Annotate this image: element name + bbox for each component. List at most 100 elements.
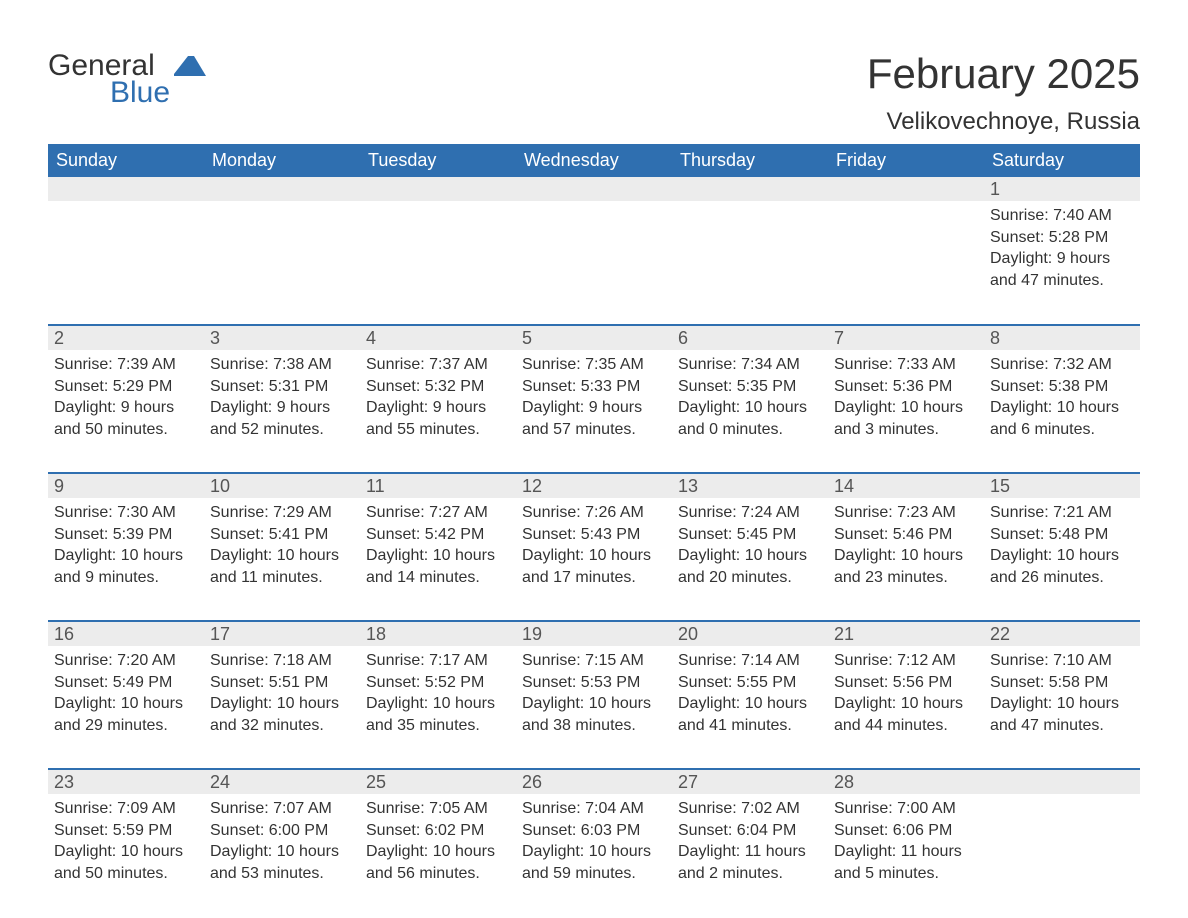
sunset-line: Sunset: 6:04 PM	[678, 820, 822, 842]
calendar-cell: 20Sunrise: 7:14 AMSunset: 5:55 PMDayligh…	[672, 621, 828, 769]
day-details: Sunrise: 7:29 AMSunset: 5:41 PMDaylight:…	[204, 498, 360, 594]
sunrise-line: Sunrise: 7:14 AM	[678, 650, 822, 672]
weekday-header-cell: Thursday	[672, 144, 828, 177]
calendar-row: 2Sunrise: 7:39 AMSunset: 5:29 PMDaylight…	[48, 325, 1140, 473]
weekday-header-cell: Sunday	[48, 144, 204, 177]
day-details	[48, 201, 204, 211]
calendar-cell	[48, 177, 204, 325]
daylight-line: Daylight: 10 hours and 47 minutes.	[990, 693, 1134, 736]
daylight-line: Daylight: 9 hours and 57 minutes.	[522, 397, 666, 440]
daylight-line: Daylight: 11 hours and 5 minutes.	[834, 841, 978, 884]
daylight-line: Daylight: 10 hours and 17 minutes.	[522, 545, 666, 588]
daylight-line: Daylight: 9 hours and 55 minutes.	[366, 397, 510, 440]
day-details: Sunrise: 7:39 AMSunset: 5:29 PMDaylight:…	[48, 350, 204, 446]
day-details	[516, 201, 672, 211]
calendar-cell: 3Sunrise: 7:38 AMSunset: 5:31 PMDaylight…	[204, 325, 360, 473]
weekday-header-cell: Friday	[828, 144, 984, 177]
daylight-line: Daylight: 10 hours and 50 minutes.	[54, 841, 198, 884]
sunrise-line: Sunrise: 7:27 AM	[366, 502, 510, 524]
calendar-cell: 4Sunrise: 7:37 AMSunset: 5:32 PMDaylight…	[360, 325, 516, 473]
day-details: Sunrise: 7:37 AMSunset: 5:32 PMDaylight:…	[360, 350, 516, 446]
calendar-row: 23Sunrise: 7:09 AMSunset: 5:59 PMDayligh…	[48, 769, 1140, 917]
calendar-cell: 6Sunrise: 7:34 AMSunset: 5:35 PMDaylight…	[672, 325, 828, 473]
sunrise-line: Sunrise: 7:39 AM	[54, 354, 198, 376]
day-details: Sunrise: 7:00 AMSunset: 6:06 PMDaylight:…	[828, 794, 984, 890]
sunset-line: Sunset: 5:39 PM	[54, 524, 198, 546]
weekday-header-cell: Monday	[204, 144, 360, 177]
day-details: Sunrise: 7:33 AMSunset: 5:36 PMDaylight:…	[828, 350, 984, 446]
daylight-line: Daylight: 10 hours and 11 minutes.	[210, 545, 354, 588]
daylight-line: Daylight: 10 hours and 53 minutes.	[210, 841, 354, 884]
daylight-line: Daylight: 10 hours and 0 minutes.	[678, 397, 822, 440]
day-details: Sunrise: 7:40 AMSunset: 5:28 PMDaylight:…	[984, 201, 1140, 297]
sunrise-line: Sunrise: 7:20 AM	[54, 650, 198, 672]
day-number: 2	[48, 326, 204, 350]
calendar-cell: 7Sunrise: 7:33 AMSunset: 5:36 PMDaylight…	[828, 325, 984, 473]
calendar-cell: 14Sunrise: 7:23 AMSunset: 5:46 PMDayligh…	[828, 473, 984, 621]
sunset-line: Sunset: 5:56 PM	[834, 672, 978, 694]
calendar-cell: 12Sunrise: 7:26 AMSunset: 5:43 PMDayligh…	[516, 473, 672, 621]
day-details: Sunrise: 7:23 AMSunset: 5:46 PMDaylight:…	[828, 498, 984, 594]
sunrise-line: Sunrise: 7:35 AM	[522, 354, 666, 376]
calendar-cell: 22Sunrise: 7:10 AMSunset: 5:58 PMDayligh…	[984, 621, 1140, 769]
daylight-line: Daylight: 10 hours and 56 minutes.	[366, 841, 510, 884]
calendar-cell: 13Sunrise: 7:24 AMSunset: 5:45 PMDayligh…	[672, 473, 828, 621]
day-number	[204, 177, 360, 201]
day-number: 11	[360, 474, 516, 498]
calendar-cell: 26Sunrise: 7:04 AMSunset: 6:03 PMDayligh…	[516, 769, 672, 917]
sunset-line: Sunset: 5:35 PM	[678, 376, 822, 398]
sunrise-line: Sunrise: 7:04 AM	[522, 798, 666, 820]
calendar-cell: 9Sunrise: 7:30 AMSunset: 5:39 PMDaylight…	[48, 473, 204, 621]
day-number: 26	[516, 770, 672, 794]
day-details: Sunrise: 7:30 AMSunset: 5:39 PMDaylight:…	[48, 498, 204, 594]
day-details: Sunrise: 7:38 AMSunset: 5:31 PMDaylight:…	[204, 350, 360, 446]
day-number: 18	[360, 622, 516, 646]
calendar-cell	[360, 177, 516, 325]
day-details: Sunrise: 7:32 AMSunset: 5:38 PMDaylight:…	[984, 350, 1140, 446]
sunrise-line: Sunrise: 7:15 AM	[522, 650, 666, 672]
calendar-cell: 15Sunrise: 7:21 AMSunset: 5:48 PMDayligh…	[984, 473, 1140, 621]
day-details	[828, 201, 984, 211]
logo-text-block: General Blue	[48, 50, 170, 110]
day-details	[984, 794, 1140, 804]
calendar-cell	[828, 177, 984, 325]
daylight-line: Daylight: 10 hours and 29 minutes.	[54, 693, 198, 736]
sunrise-line: Sunrise: 7:05 AM	[366, 798, 510, 820]
day-number	[984, 770, 1140, 794]
day-number: 3	[204, 326, 360, 350]
day-details: Sunrise: 7:05 AMSunset: 6:02 PMDaylight:…	[360, 794, 516, 890]
sunrise-line: Sunrise: 7:23 AM	[834, 502, 978, 524]
calendar-cell	[204, 177, 360, 325]
day-number: 5	[516, 326, 672, 350]
calendar-cell: 1Sunrise: 7:40 AMSunset: 5:28 PMDaylight…	[984, 177, 1140, 325]
day-details: Sunrise: 7:35 AMSunset: 5:33 PMDaylight:…	[516, 350, 672, 446]
sunrise-line: Sunrise: 7:34 AM	[678, 354, 822, 376]
day-number: 9	[48, 474, 204, 498]
day-number: 16	[48, 622, 204, 646]
calendar-cell: 10Sunrise: 7:29 AMSunset: 5:41 PMDayligh…	[204, 473, 360, 621]
day-details: Sunrise: 7:18 AMSunset: 5:51 PMDaylight:…	[204, 646, 360, 742]
day-number: 27	[672, 770, 828, 794]
calendar-cell: 18Sunrise: 7:17 AMSunset: 5:52 PMDayligh…	[360, 621, 516, 769]
day-number	[828, 177, 984, 201]
day-details: Sunrise: 7:15 AMSunset: 5:53 PMDaylight:…	[516, 646, 672, 742]
sunrise-line: Sunrise: 7:40 AM	[990, 205, 1134, 227]
sunset-line: Sunset: 6:06 PM	[834, 820, 978, 842]
calendar-cell: 16Sunrise: 7:20 AMSunset: 5:49 PMDayligh…	[48, 621, 204, 769]
day-number: 28	[828, 770, 984, 794]
day-details: Sunrise: 7:21 AMSunset: 5:48 PMDaylight:…	[984, 498, 1140, 594]
daylight-line: Daylight: 10 hours and 32 minutes.	[210, 693, 354, 736]
day-details: Sunrise: 7:10 AMSunset: 5:58 PMDaylight:…	[984, 646, 1140, 742]
sunset-line: Sunset: 5:53 PM	[522, 672, 666, 694]
sunrise-line: Sunrise: 7:07 AM	[210, 798, 354, 820]
calendar-cell	[516, 177, 672, 325]
day-number: 20	[672, 622, 828, 646]
day-number: 8	[984, 326, 1140, 350]
day-number	[48, 177, 204, 201]
day-details: Sunrise: 7:24 AMSunset: 5:45 PMDaylight:…	[672, 498, 828, 594]
day-number: 21	[828, 622, 984, 646]
day-number: 13	[672, 474, 828, 498]
day-number: 10	[204, 474, 360, 498]
day-details: Sunrise: 7:27 AMSunset: 5:42 PMDaylight:…	[360, 498, 516, 594]
daylight-line: Daylight: 10 hours and 59 minutes.	[522, 841, 666, 884]
